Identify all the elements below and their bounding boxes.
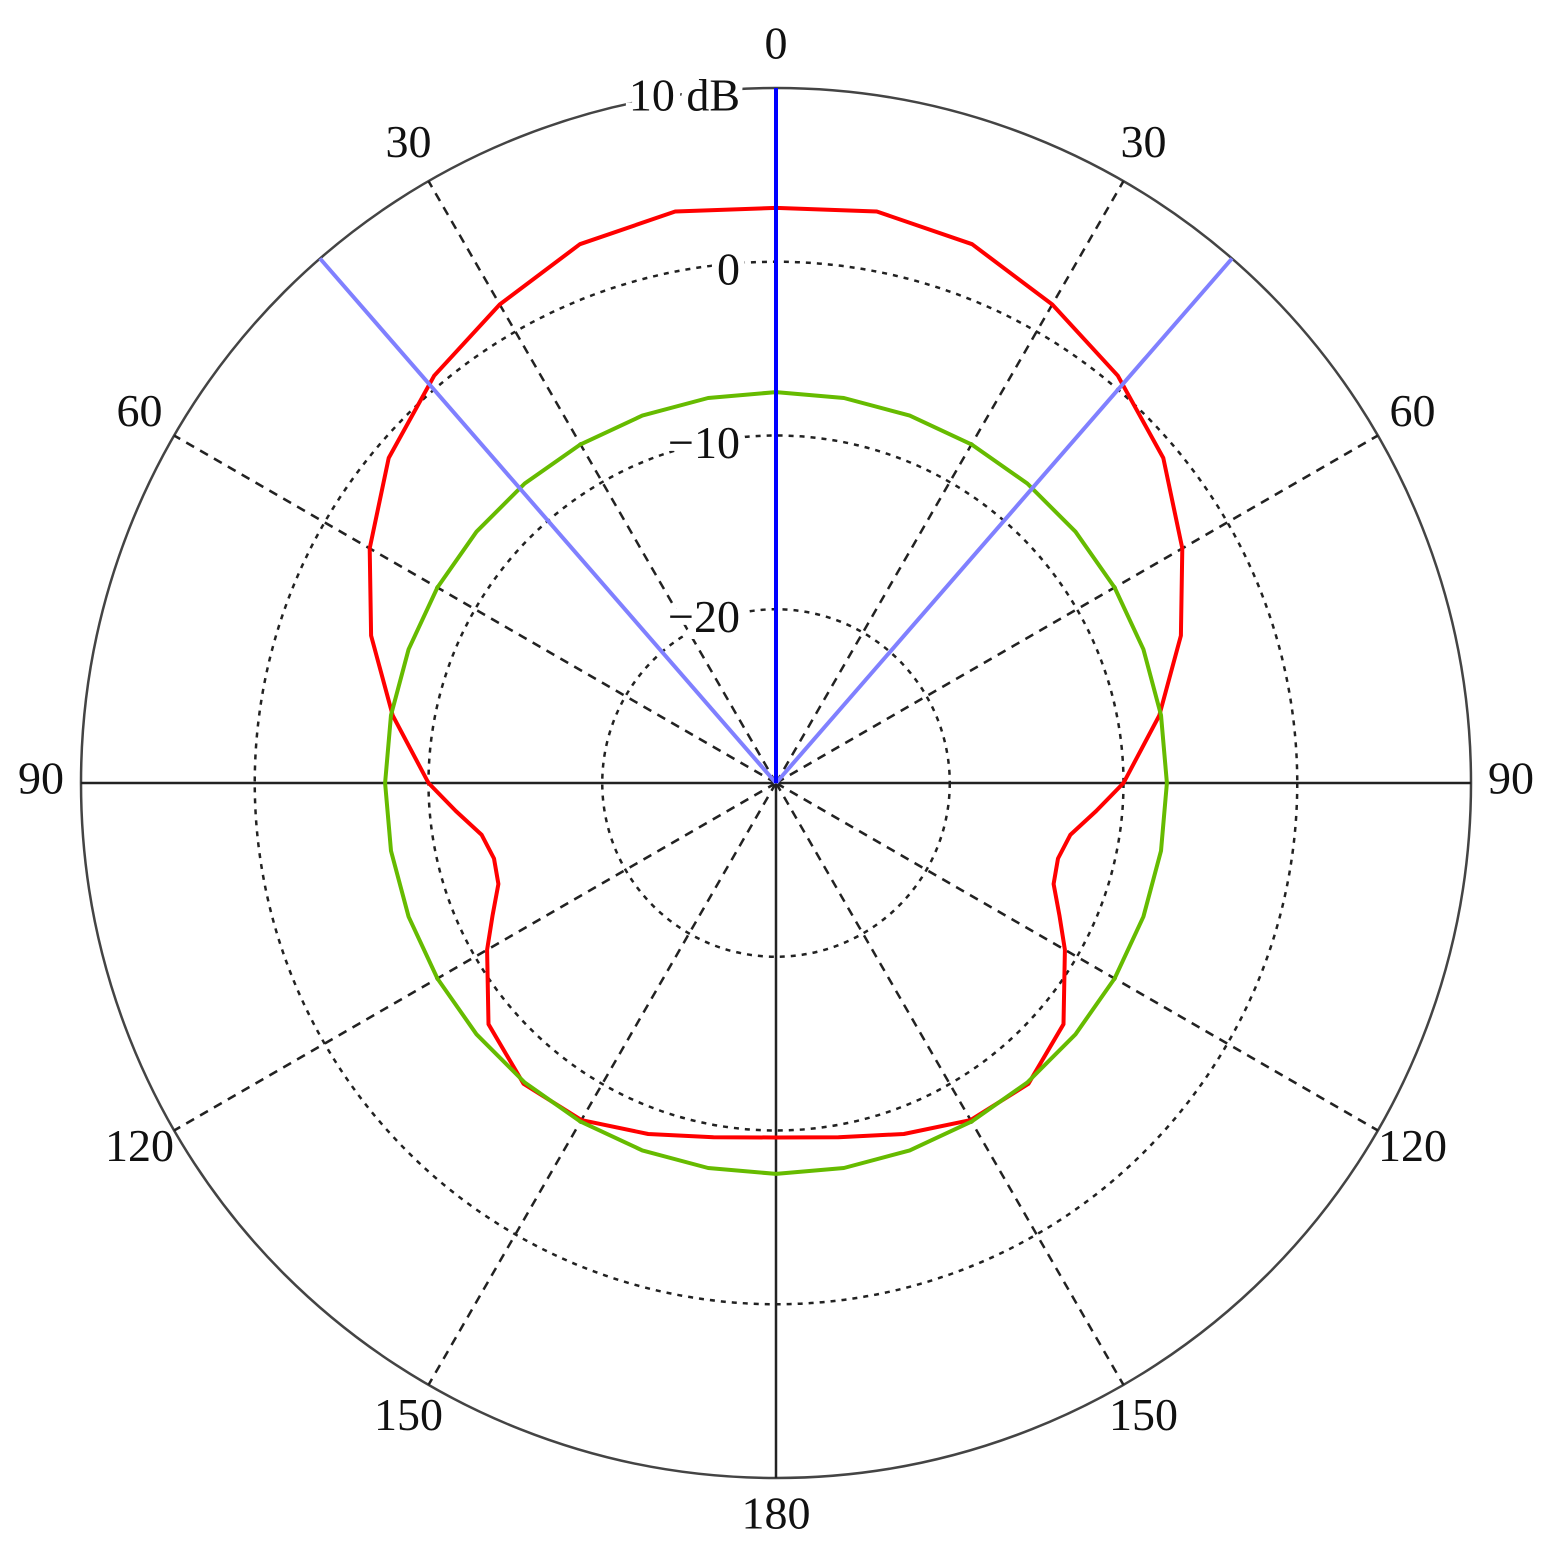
grid-spoke [173,434,777,785]
theta-tick-label: 30 [386,116,432,167]
theta-tick-label: 60 [1390,385,1436,436]
theta-tick-label: 30 [1121,116,1167,167]
theta-tick-label: 180 [742,1488,811,1539]
theta-tick-label: 90 [1488,753,1534,804]
grid-spoke [774,180,1125,784]
theta-tick-label: 150 [1109,1389,1178,1440]
grid-spoke [427,782,778,1386]
r-tick-label: 10 dB [629,70,740,121]
grid-spoke [775,434,1379,785]
theta-tick-label: 60 [116,385,162,436]
series-line [367,205,1185,1140]
theta-tick-label: 120 [1378,1120,1447,1171]
series-line [383,390,1169,1176]
r-tick-label: −10 [668,417,740,468]
r-tick-label: 0 [717,243,740,294]
theta-tick-label: 0 [765,18,788,69]
series-line [318,257,778,785]
grid-spoke [774,782,1125,1386]
theta-tick-label: 120 [105,1120,174,1171]
theta-tick-label: 90 [18,753,64,804]
theta-tick-label: 150 [374,1389,443,1440]
series-line [774,257,1234,785]
r-tick-label: −20 [668,591,740,642]
grid-spoke [173,781,777,1132]
grid-spoke [427,180,778,784]
grid-spoke [775,781,1379,1132]
